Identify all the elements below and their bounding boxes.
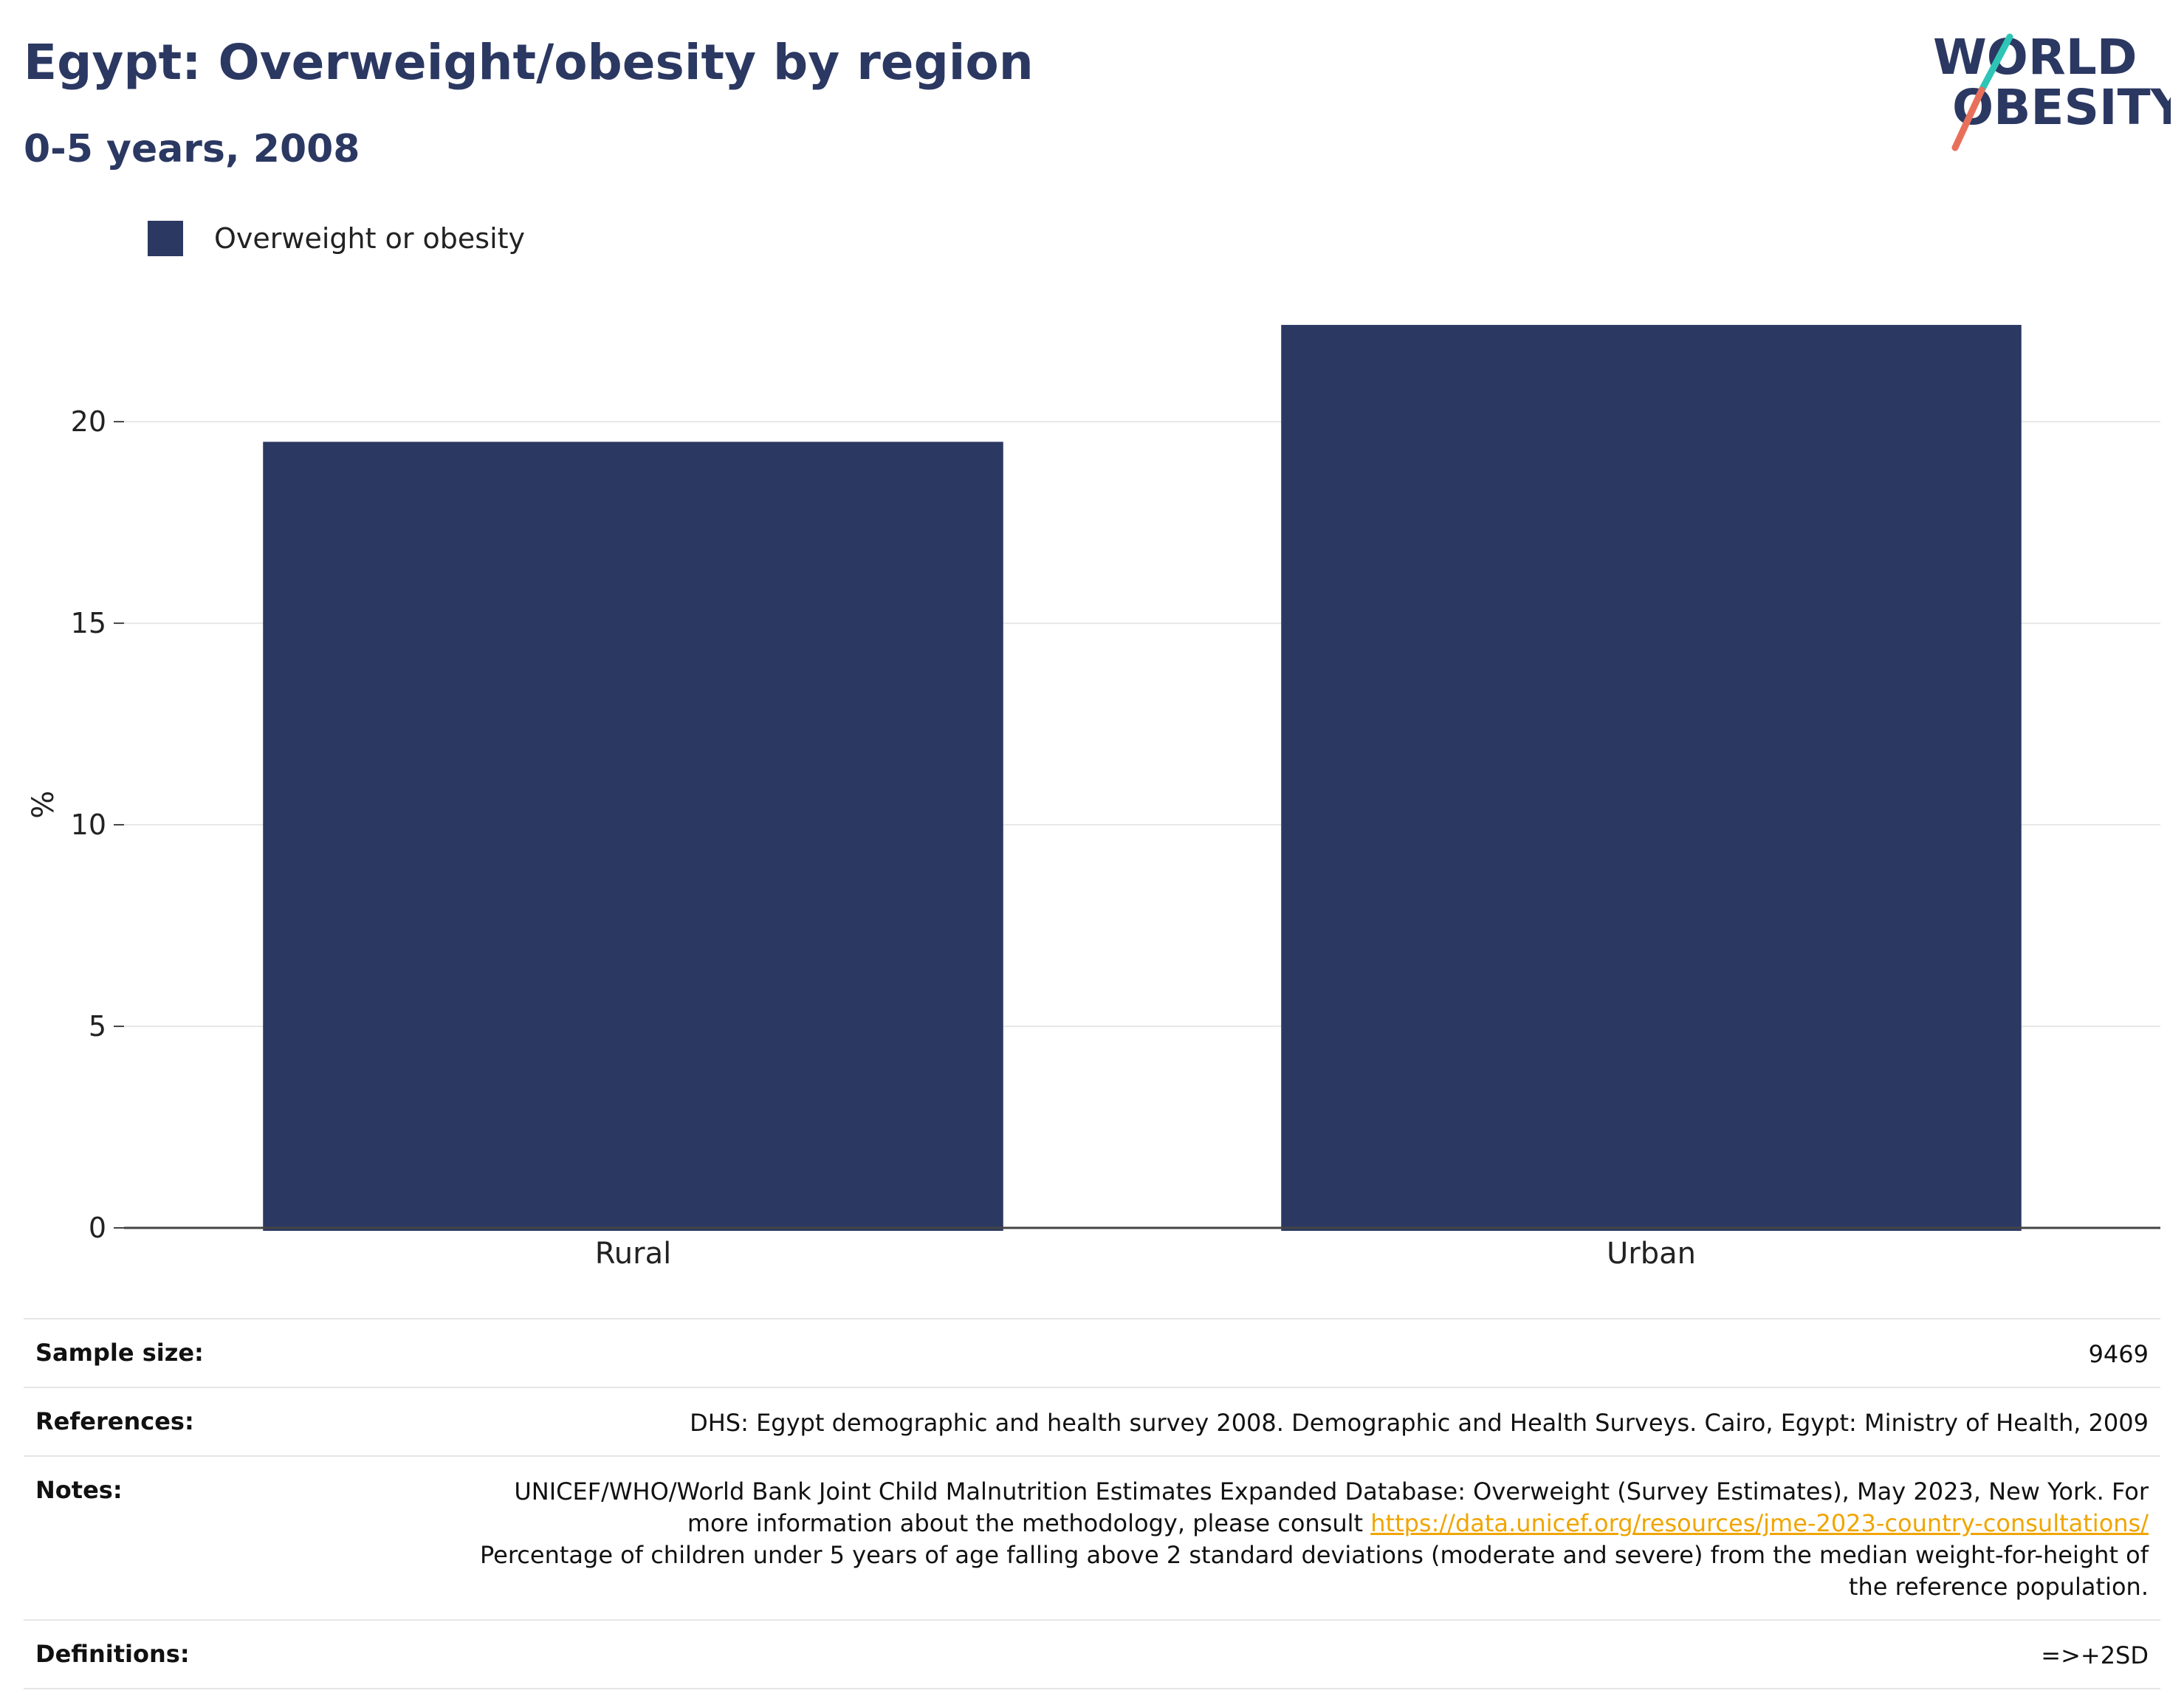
references-row: References: DHS: Egypt demographic and h…: [24, 1387, 2160, 1455]
x-tick-label: Rural: [595, 1237, 671, 1271]
bar-chart: 0 5 10 15 20% Rural Urban: [27, 325, 2160, 1271]
notes-row: Notes: UNICEF/WHO/World Bank Joint Child…: [24, 1455, 2160, 1619]
sample-size-value: 9469: [2088, 1340, 2149, 1368]
notes-link[interactable]: https://data.unicef.org/resources/jme-20…: [1370, 1509, 2149, 1537]
notes-text: UNICEF/WHO/World Bank Joint Child Malnut…: [514, 1477, 2149, 1537]
notes-value: UNICEF/WHO/World Bank Joint Child Malnut…: [450, 1476, 2149, 1603]
definitions-label: Definitions:: [35, 1640, 190, 1668]
world-obesity-logo: WORLD OBESITY: [1933, 29, 2171, 151]
x-tick-label: Urban: [1607, 1237, 1696, 1271]
legend-label: Overweight or obesity: [214, 222, 526, 255]
definitions-row: Definitions: =>+2SD: [24, 1619, 2160, 1689]
logo-word-world: WORLD: [1933, 29, 2137, 86]
references-value: DHS: Egypt demographic and health survey…: [690, 1409, 2149, 1437]
legend-swatch: [148, 221, 183, 256]
chart-title: Egypt: Overweight/obesity by region: [24, 34, 1034, 91]
logo-slash-bottom: [1951, 86, 1985, 151]
y-tick-label: 0: [89, 1212, 106, 1244]
metadata-table: Sample size: 9469 References: DHS: Egypt…: [24, 1318, 2160, 1689]
sample-size-label: Sample size:: [35, 1339, 204, 1367]
logo-word-obesity: OBESITY: [1952, 79, 2171, 136]
y-tick-label: 10: [71, 808, 106, 841]
definitions-value: =>+2SD: [2041, 1641, 2149, 1669]
y-axis-title: %: [27, 791, 61, 819]
chart-legend[interactable]: Overweight or obesity: [148, 220, 525, 257]
y-tick-label: 15: [71, 607, 106, 639]
sample-size-row: Sample size: 9469: [24, 1318, 2160, 1387]
y-tick-label: 20: [71, 405, 106, 438]
references-label: References:: [35, 1407, 194, 1435]
y-tick-label: 5: [89, 1010, 106, 1043]
notes-label: Notes:: [35, 1476, 123, 1504]
chart-subtitle: 0-5 years, 2008: [24, 127, 360, 171]
bar-rural: [263, 442, 1003, 1231]
notes-text-definition: Percentage of children under 5 years of …: [479, 1541, 2149, 1601]
logo-slash-top: [1978, 33, 2013, 94]
bar-urban: [1281, 325, 2022, 1232]
